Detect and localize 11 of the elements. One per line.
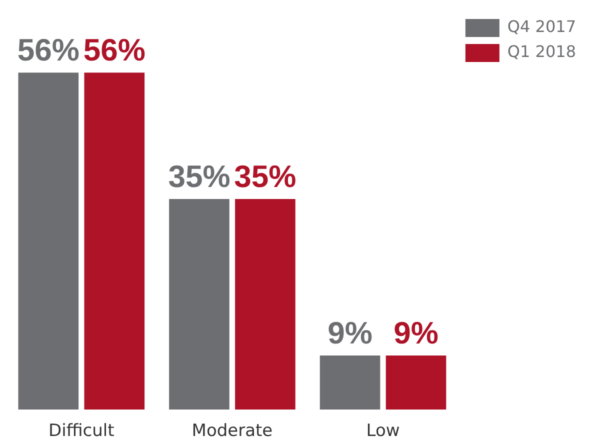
data-label: 56% bbox=[17, 32, 80, 68]
legend-label: Q4 2017 bbox=[507, 17, 576, 36]
data-label: 9% bbox=[328, 315, 372, 350]
x-tick-label: Difficult bbox=[48, 421, 115, 442]
x-tick-label: Low bbox=[366, 421, 400, 442]
data-label: 35% bbox=[234, 159, 296, 194]
data-label: 56% bbox=[83, 32, 146, 68]
x-tick-label: Moderate bbox=[192, 421, 273, 442]
legend-label: Q1 2018 bbox=[507, 42, 576, 62]
data-label: 35% bbox=[168, 159, 230, 194]
data-label: 9% bbox=[394, 315, 438, 350]
